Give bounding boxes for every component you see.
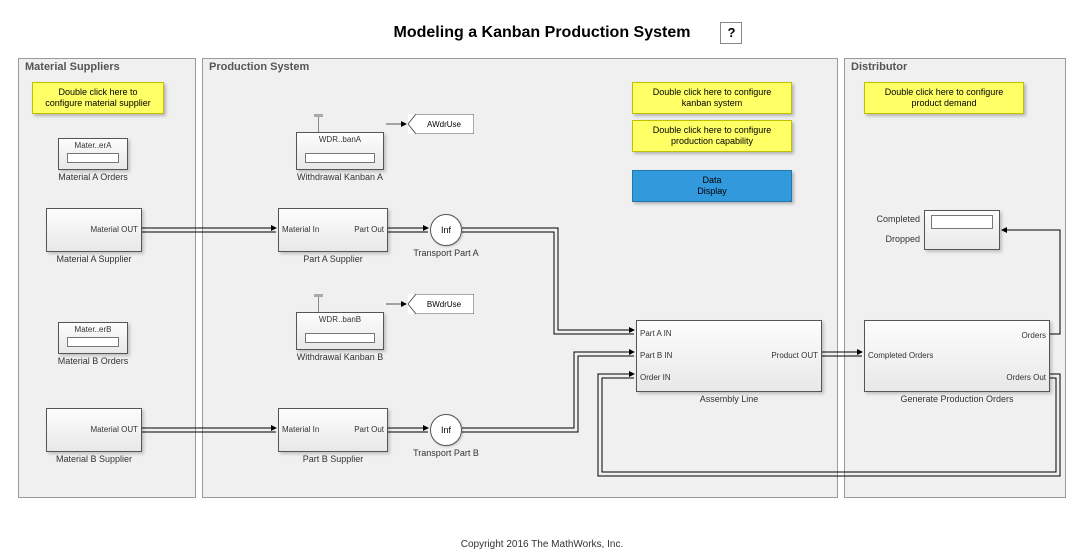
scope-icon [67,153,119,163]
display-label-dropped: Dropped [870,234,920,244]
block-material-b-orders[interactable]: Mater..erB [58,322,128,354]
note-line: Double click here to configure [653,87,772,97]
circle-text: Inf [441,425,451,435]
block-label: Withdrawal Kanban B [288,352,392,362]
port-label: Completed Orders [868,351,933,360]
block-part-a-supplier[interactable]: Material In Part Out [278,208,388,252]
block-label: Part A Supplier [286,254,380,264]
note-production-config[interactable]: Double click here to configure productio… [632,120,792,152]
block-label: Transport Part B [408,448,484,458]
note-line: Double click here to configure [885,87,1004,97]
port-label: Orders Out [1006,373,1046,382]
block-generate-orders[interactable]: Completed Orders Orders Orders Out [864,320,1050,392]
kanban-b-stub [318,296,319,312]
note-line: product demand [911,98,976,108]
port-label: Product OUT [771,351,818,360]
block-display[interactable] [924,210,1000,250]
port-label: Material In [282,425,319,434]
block-inner-text: WDR..banB [319,315,361,324]
port-label: Part A IN [640,329,672,338]
panel-production-title: Production System [209,61,309,73]
tag-bwdruse[interactable]: BWdrUse [408,294,474,314]
block-label: Part B Supplier [286,454,380,464]
note-line: configure material supplier [45,98,151,108]
note-line: kanban system [682,98,743,108]
note-kanban-config[interactable]: Double click here to configure kanban sy… [632,82,792,114]
block-transport-part-a[interactable]: Inf [430,214,462,246]
block-material-b-supplier[interactable]: Material OUT [46,408,142,452]
block-label: Material A Orders [56,172,130,182]
note-line: Data [702,175,721,185]
block-label: Generate Production Orders [884,394,1030,404]
block-withdrawal-kanban-b[interactable]: WDR..banB [296,312,384,350]
kanban-a-stub [318,116,319,132]
block-inner-text: Mater..erA [75,141,112,150]
port-label: Part Out [354,225,384,234]
block-withdrawal-kanban-a[interactable]: WDR..banA [296,132,384,170]
display-field [931,215,993,229]
tag-awdruse[interactable]: AWdrUse [408,114,474,134]
note-line: Double click here to [58,87,137,97]
circle-text: Inf [441,225,451,235]
title-bar: Modeling a Kanban Production System ? [0,0,1084,42]
port-label: Material In [282,225,319,234]
panel-distributor: Distributor [844,58,1066,498]
block-label: Material A Supplier [46,254,142,264]
note-supplier-config[interactable]: Double click here to configure material … [32,82,164,114]
block-label: Transport Part A [408,248,484,258]
scope-icon [305,153,375,163]
svg-text:AWdrUse: AWdrUse [427,120,461,129]
note-line: production capability [671,136,753,146]
panel-suppliers-title: Material Suppliers [25,61,120,73]
port-label: Order IN [640,373,671,382]
block-inner-text: Mater..erB [75,325,112,334]
kanban-b-stub-top [314,294,323,297]
svg-text:BWdrUse: BWdrUse [427,300,462,309]
diagram-canvas: Material Suppliers Production System Dis… [18,58,1066,498]
port-label: Orders [1022,331,1046,340]
port-label: Part Out [354,425,384,434]
note-line: Display [697,186,727,196]
note-demand-config[interactable]: Double click here to configure product d… [864,82,1024,114]
block-inner-text: WDR..banA [319,135,361,144]
panel-distributor-title: Distributor [851,61,907,73]
note-line: Double click here to configure [653,125,772,135]
block-part-b-supplier[interactable]: Material In Part Out [278,408,388,452]
kanban-a-stub-top [314,114,323,117]
block-transport-part-b[interactable]: Inf [430,414,462,446]
display-label-completed: Completed [870,214,920,224]
note-data-display[interactable]: Data Display [632,170,792,202]
block-label: Withdrawal Kanban A [288,172,392,182]
port-label: Material OUT [90,425,138,434]
block-label: Material B Supplier [46,454,142,464]
scope-icon [67,337,119,347]
block-material-a-orders[interactable]: Mater..erA [58,138,128,170]
help-button[interactable]: ? [720,22,742,44]
block-label: Assembly Line [696,394,762,404]
footer-copyright: Copyright 2016 The MathWorks, Inc. [0,539,1084,550]
block-material-a-supplier[interactable]: Material OUT [46,208,142,252]
block-assembly-line[interactable]: Part A IN Part B IN Order IN Product OUT [636,320,822,392]
scope-icon [305,333,375,343]
block-label: Material B Orders [56,356,130,366]
port-label: Part B IN [640,351,672,360]
port-label: Material OUT [90,225,138,234]
page-title: Modeling a Kanban Production System [394,24,691,41]
